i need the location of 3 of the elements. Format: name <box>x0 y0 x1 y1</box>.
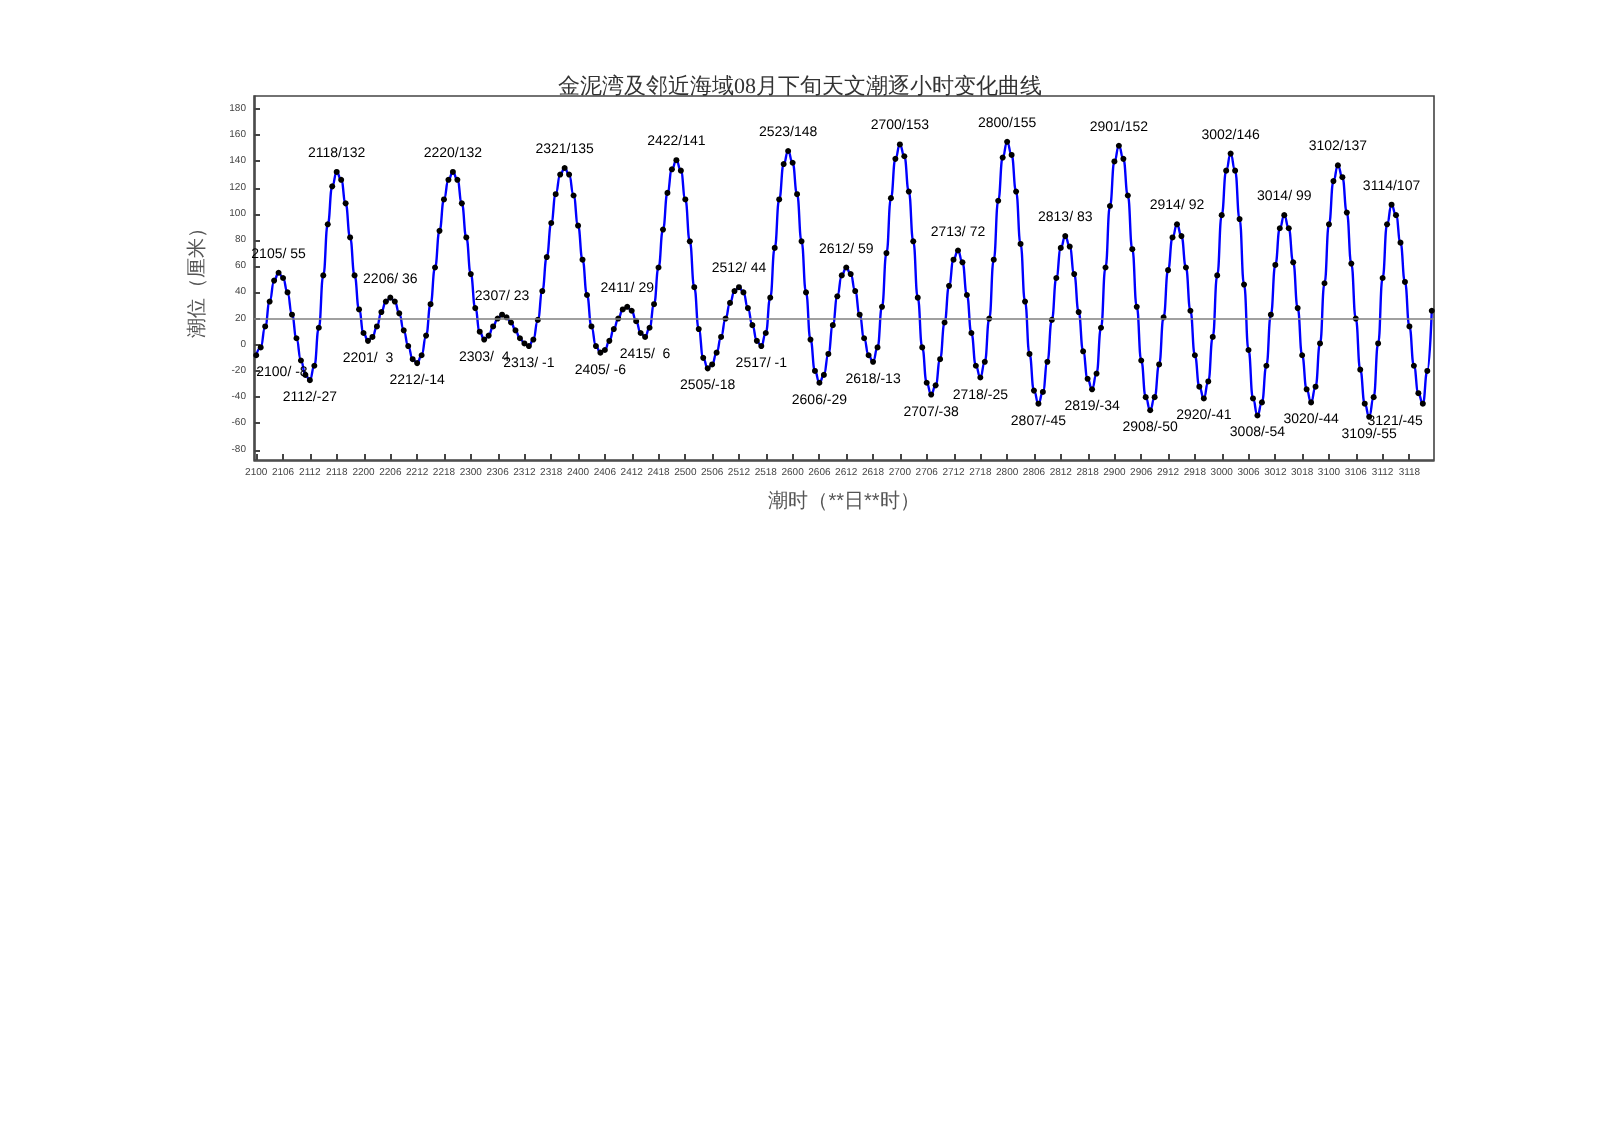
chart-title: 金泥湾及邻近海域08月下旬天文潮逐小时变化曲线 <box>558 73 1042 99</box>
x-axis-title: 潮时（**日**时） <box>768 489 920 513</box>
y-axis-title: 潮位（厘米） <box>184 218 209 338</box>
